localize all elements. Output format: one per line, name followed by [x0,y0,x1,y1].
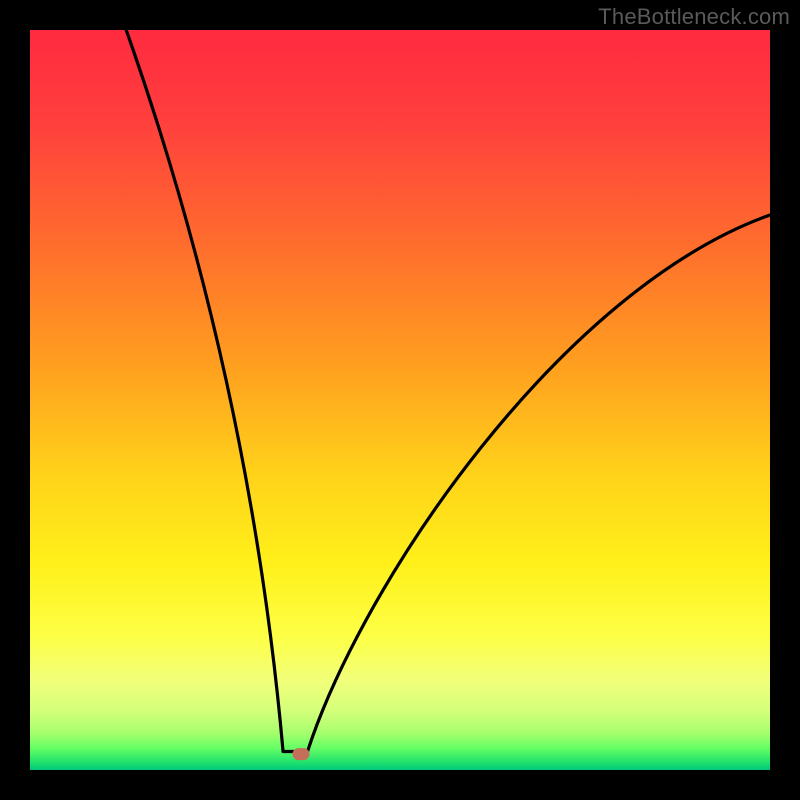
v-curve [30,30,770,770]
bottleneck-chart [30,30,770,770]
watermark-text: TheBottleneck.com [598,4,790,30]
optimal-point-marker [292,749,309,761]
